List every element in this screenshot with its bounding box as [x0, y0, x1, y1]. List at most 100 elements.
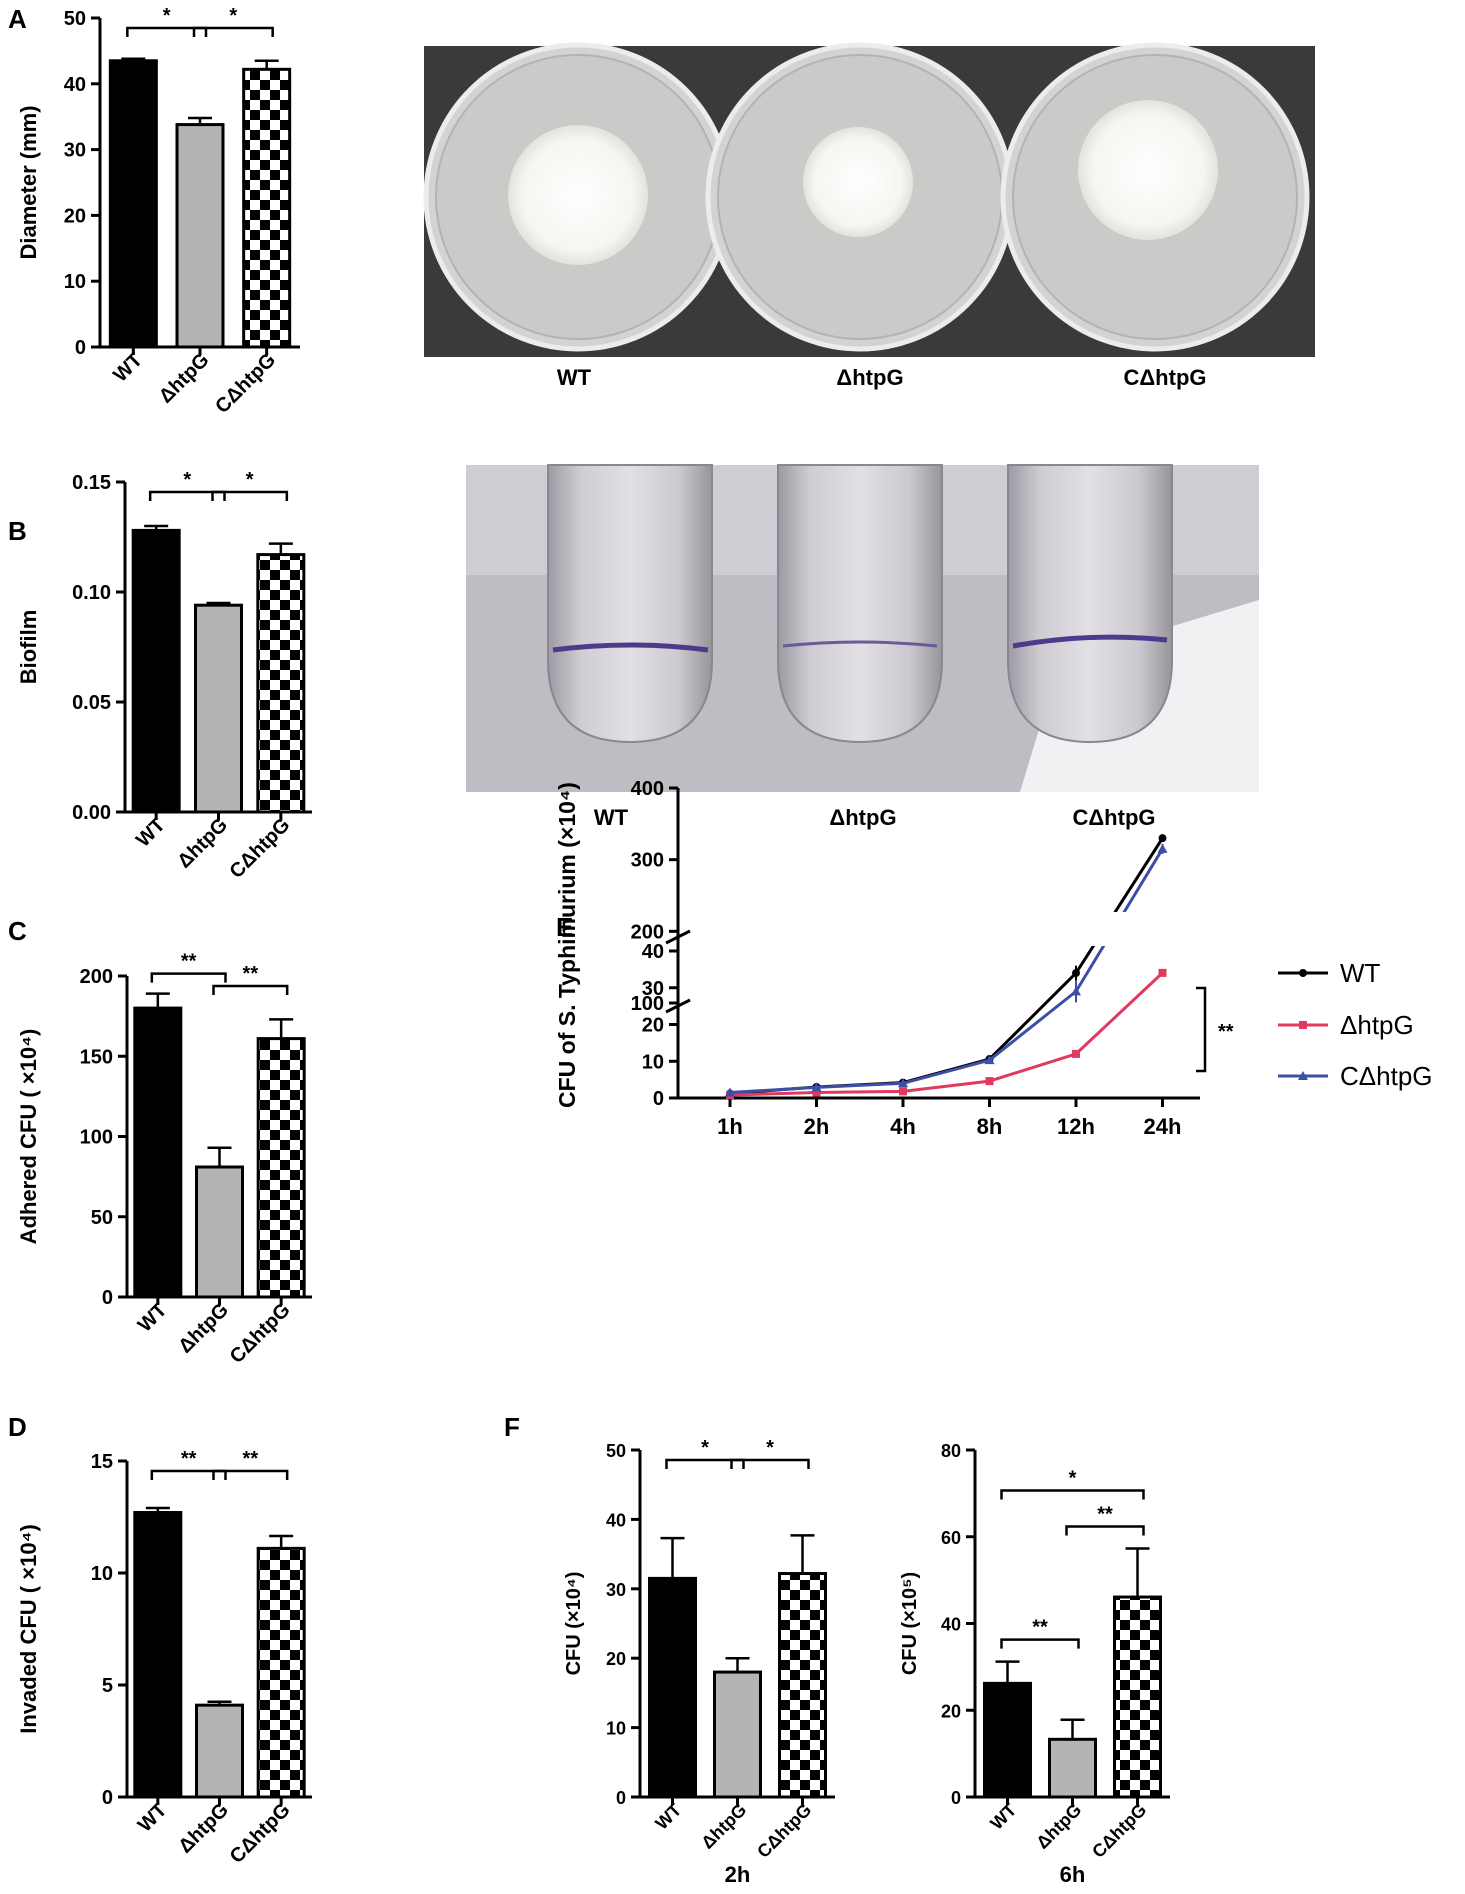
y-tick-label-1: 5 [102, 1675, 113, 1697]
y-upper-tick-label-1: 200 [631, 921, 664, 943]
significance-label-0: * [701, 1437, 709, 1459]
panel-label-f: F [504, 1412, 520, 1442]
y-tick-label-1: 0.05 [72, 692, 111, 714]
bar-1 [1048, 1737, 1097, 1799]
significance-bracket [1196, 986, 1207, 1073]
biofilm-tube-htpg [777, 464, 943, 744]
x-tick-label-0: WT [109, 349, 147, 387]
series-line-2 [729, 848, 1164, 1094]
x-tick-label-2: 4h [890, 1114, 916, 1139]
photo-a-label-htpg: ΔhtpG [836, 365, 903, 390]
significance-label-1: ** [1097, 1503, 1113, 1525]
significance-label-1: ** [243, 963, 259, 985]
bar-0 [648, 1576, 697, 1799]
series-point-2-5 [1157, 843, 1168, 853]
biofilm-ring-chtpg [1012, 634, 1168, 649]
x-tick-label-2: CΔhtpG [753, 1800, 815, 1862]
y-lower-tick-label-3: 30 [642, 978, 664, 1000]
bar-1 [713, 1670, 762, 1799]
panel-label-d: D [8, 1412, 27, 1442]
y-tick-label-1: 10 [64, 271, 86, 293]
significance-bracket-0 [148, 490, 226, 501]
y-tick-label-2: 20 [606, 1649, 626, 1669]
y-tick-label-3: 15 [91, 1451, 113, 1473]
significance-label-0: * [163, 5, 171, 27]
y-lower-tick-label-1: 10 [642, 1051, 664, 1073]
significance-label-0: * [183, 469, 191, 491]
x-tick-label-5: 24h [1144, 1114, 1182, 1139]
x-tick-label-2: CΔhtpG [1088, 1800, 1150, 1862]
series-point-1-3 [985, 1077, 994, 1086]
x-tick-label-4: 12h [1057, 1114, 1095, 1139]
y-axis-label: CFU (×10⁴) [563, 1572, 585, 1676]
significance-bracket-1 [192, 26, 274, 37]
legend-marker-0 [1299, 969, 1307, 977]
photo-a-label-wt: WT [557, 365, 592, 390]
bar-2 [256, 1037, 306, 1299]
biofilm-ring-wt [552, 642, 709, 653]
photo-a-label-chtpg: CΔhtpG [1123, 365, 1206, 390]
colony-htpg [803, 127, 913, 237]
y-tick-label-3: 30 [606, 1580, 626, 1600]
y-axis-label: Adhered CFU ( ×10⁴) [16, 1029, 41, 1245]
bar-2 [1113, 1595, 1162, 1799]
petri-dish-chtpg [1000, 42, 1310, 352]
x-tick-label-1: ΔhtpG [174, 1799, 233, 1858]
y-tick-label-0: 0 [951, 1788, 961, 1808]
significance-bracket-0 [150, 972, 227, 983]
y-tick-label-0: 0 [102, 1787, 113, 1809]
bar-0 [133, 1511, 183, 1799]
biofilm-ring-htpg [782, 640, 938, 648]
axis-break-mark-2 [665, 929, 691, 945]
panel-label-a: A [8, 4, 27, 34]
y-tick-label-1: 50 [91, 1207, 113, 1229]
petri-dish-photo [423, 42, 1315, 357]
significance-label-0: ** [181, 1448, 197, 1470]
y-tick-label-0: 0 [75, 337, 86, 359]
y-tick-label-0: 0 [616, 1788, 626, 1808]
bar-0 [983, 1681, 1032, 1799]
bar-0 [133, 1006, 183, 1299]
x-tick-label-0: WT [132, 814, 170, 852]
axis-break-mask [980, 912, 1130, 946]
significance-label: ** [1218, 1021, 1234, 1043]
x-tick-label-0: WT [986, 1800, 1020, 1834]
series-point-1-2 [899, 1087, 907, 1096]
chart-subtitle: 6h [1060, 1862, 1086, 1887]
series-line-0 [729, 837, 1164, 1096]
y-tick-label-4: 40 [64, 74, 86, 96]
chart-f-2h: 0 10 20 30 40 50 WT ΔhtpG CΔhtpG CFU (×10⁴) * * 2h [563, 1437, 835, 1887]
y-tick-label-0: 0 [102, 1287, 113, 1309]
series-point-2-2 [898, 1078, 908, 1088]
y-tick-label-5: 50 [606, 1441, 626, 1461]
significance-bracket-1 [730, 1458, 810, 1469]
significance-label-1: * [246, 469, 254, 491]
series-point-2-0 [725, 1087, 735, 1097]
y-axis-label: CFU of S. Typhimurium (×10⁴) [554, 782, 580, 1108]
series-point-1-5 [1158, 968, 1167, 977]
y-tick-label-3: 0.15 [72, 472, 111, 494]
legend-marker-1 [1299, 1021, 1307, 1029]
bar-1 [175, 123, 225, 349]
photo-b-label-wt: WT [594, 805, 629, 830]
y-tick-label-3: 30 [64, 140, 86, 162]
significance-bracket-1 [212, 984, 289, 995]
series-point-0-4 [1072, 969, 1080, 978]
significance-bracket-0 [150, 1469, 227, 1480]
significance-label-1: ** [243, 1448, 259, 1470]
y-tick-label-2: 0.10 [72, 582, 111, 604]
series-point-1-1 [812, 1088, 821, 1097]
bar-0 [108, 59, 158, 349]
y-tick-label-3: 60 [941, 1528, 961, 1548]
y-upper-tick-label-2: 300 [631, 850, 664, 872]
y-tick-label-4: 80 [941, 1441, 961, 1461]
legend-label-2: CΔhtpG [1340, 1061, 1433, 1091]
significance-bracket-1 [211, 490, 289, 501]
significance-bracket-1 [212, 1469, 289, 1480]
petri-dish-wt [423, 42, 733, 352]
